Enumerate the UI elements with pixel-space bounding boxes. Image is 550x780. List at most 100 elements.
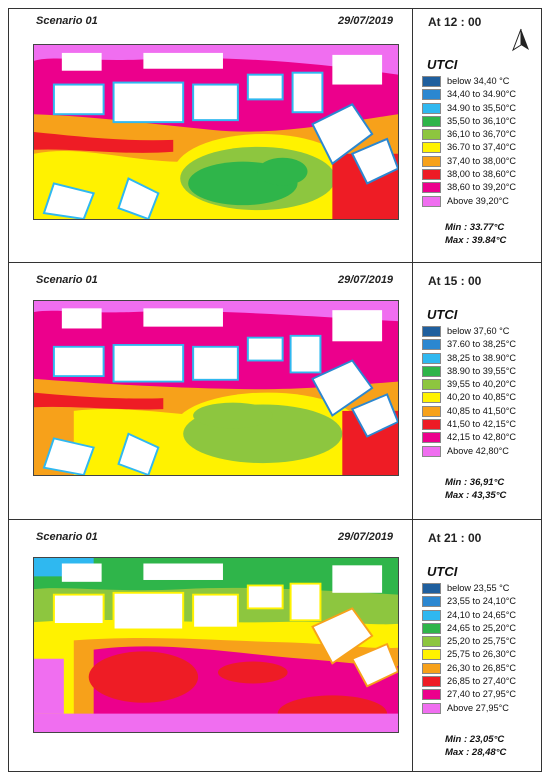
min-value: Min : 23,05°C: [445, 734, 505, 745]
column-divider: [412, 8, 413, 772]
legend-entry: 27,40 to 27,95°C: [422, 688, 542, 701]
legend-label: 37.60 to 38,25°C: [447, 339, 517, 350]
scenario-label: Scenario 01: [36, 274, 98, 286]
legend-swatch: [422, 445, 441, 457]
legend-label: 24,65 to 25,20°C: [447, 622, 517, 633]
legend-label: 34,40 to 34.90°C: [447, 89, 517, 100]
legend-entry: 42,15 to 42,80°C: [422, 431, 542, 444]
legend-label: 38,25 to 38.90°C: [447, 352, 517, 363]
legend-label: 40,85 to 41,50°C: [447, 405, 517, 416]
legend-entry: below 37,60 °C: [422, 325, 542, 338]
legend-label: 25,20 to 25,75°C: [447, 636, 517, 647]
legend-label: 26,85 to 27,40°C: [447, 676, 517, 687]
legend-swatch: [422, 182, 441, 194]
max-value: Max : 28,48°C: [445, 747, 507, 758]
legend-swatch: [422, 115, 441, 127]
legend-entry: 24,10 to 24,65°C: [422, 609, 542, 622]
legend-entry: 38,00 to 38,60°C: [422, 168, 542, 181]
min-value: Min : 36,91°C: [445, 477, 505, 488]
legend-entry: 41,50 to 42,15°C: [422, 418, 542, 431]
legend-entry: 34,40 to 34.90°C: [422, 88, 542, 101]
legend-label: Above 39,20°C: [447, 195, 509, 206]
max-value: Max : 43,35°C: [445, 490, 507, 501]
legend-21h: below 23,55 °C 23,55 to 24,10°C 24,10 to 2…: [422, 582, 542, 715]
scenario-label: Scenario 01: [36, 15, 98, 27]
legend-swatch: [422, 326, 441, 337]
legend-15h: below 37,60 °C 37.60 to 38,25°C 38,25 to 3…: [422, 325, 542, 458]
row-divider-2: [8, 519, 542, 520]
legend-entry: 24,65 to 25,20°C: [422, 622, 542, 635]
legend-entry: 23,55 to 24,10°C: [422, 595, 542, 608]
legend-entry: 39,55 to 40,20°C: [422, 378, 542, 391]
scenario-label: Scenario 01: [36, 531, 98, 543]
legend-entry: 35,50 to 36,10°C: [422, 115, 542, 128]
utci-map-15h: [33, 300, 399, 476]
utci-map-12h: [33, 44, 399, 220]
legend-entry: 40,20 to 40,85°C: [422, 391, 542, 404]
legend-swatch: [422, 583, 441, 594]
legend-swatch: [422, 169, 441, 181]
legend-label: 25,75 to 26,30°C: [447, 649, 517, 660]
legend-label: Above 42,80°C: [447, 445, 509, 456]
legend-swatch: [422, 432, 441, 444]
legend-label: below 37,60 °C: [447, 326, 510, 336]
legend-swatch: [422, 596, 441, 608]
legend-swatch: [422, 405, 441, 417]
legend-swatch: [422, 676, 441, 688]
legend-label: 39,55 to 40,20°C: [447, 379, 517, 390]
legend-entry: 40,85 to 41,50°C: [422, 405, 542, 418]
legend-swatch: [422, 89, 441, 101]
legend-entry: below 34,40 °C: [422, 75, 542, 88]
legend-label: 41,50 to 42,15°C: [447, 419, 517, 430]
legend-entry: Above 39,20°C: [422, 195, 542, 208]
max-value: Max : 39.84°C: [445, 235, 507, 246]
legend-swatch: [422, 702, 441, 714]
time-label: At 15 : 00: [428, 274, 482, 288]
legend-label: 34.90 to 35,50°C: [447, 102, 517, 113]
legend-swatch: [422, 689, 441, 701]
legend-entry: below 23,55 °C: [422, 582, 542, 595]
legend-entry: Above 27,95°C: [422, 702, 542, 715]
legend-entry: 26,30 to 26,85°C: [422, 662, 542, 675]
legend-label: 40,20 to 40,85°C: [447, 392, 517, 403]
legend-label: Above 27,95°C: [447, 702, 509, 713]
legend-entry: 38,25 to 38.90°C: [422, 352, 542, 365]
date-label: 29/07/2019: [338, 274, 394, 286]
legend-entry: 36.70 to 37,40°C: [422, 141, 542, 154]
legend-label: 36.70 to 37,40°C: [447, 142, 517, 153]
legend-swatch: [422, 129, 441, 141]
legend-label: 36,10 to 36,70°C: [447, 129, 517, 140]
legend-entry: 37.60 to 38,25°C: [422, 338, 542, 351]
north-arrow-icon: [512, 28, 529, 52]
legend-label: below 23,55 °C: [447, 583, 510, 593]
legend-entry: 38,60 to 39,20°C: [422, 181, 542, 194]
min-max-12h: Min : 33.77°C Max : 39.84°C: [445, 222, 506, 248]
legend-label: 24,10 to 24,65°C: [447, 609, 517, 620]
legend-swatch: [422, 155, 441, 167]
legend-entry: 25,20 to 25,75°C: [422, 635, 542, 648]
date-label: 29/07/2019: [338, 15, 394, 27]
legend-title: UTCI: [427, 57, 458, 72]
legend-title: UTCI: [427, 564, 458, 579]
legend-entry: Above 42,80°C: [422, 445, 542, 458]
legend-label: below 34,40 °C: [447, 76, 510, 86]
legend-entry: 25,75 to 26,30°C: [422, 648, 542, 661]
legend-label: 26,30 to 26,85°C: [447, 662, 517, 673]
legend-swatch: [422, 636, 441, 648]
legend-entry: 38.90 to 39,55°C: [422, 365, 542, 378]
legend-swatch: [422, 379, 441, 391]
legend-swatch: [422, 609, 441, 621]
legend-label: 37,40 to 38,00°C: [447, 155, 517, 166]
legend-label: 38.90 to 39,55°C: [447, 365, 517, 376]
date-label: 29/07/2019: [338, 531, 394, 543]
utci-map-21h: [33, 557, 399, 733]
legend-swatch: [422, 419, 441, 431]
min-value: Min : 33.77°C: [445, 222, 505, 233]
legend-label: 27,40 to 27,95°C: [447, 689, 517, 700]
min-max-15h: Min : 36,91°C Max : 43,35°C: [445, 477, 506, 503]
row-divider-1: [8, 262, 542, 263]
legend-title: UTCI: [427, 307, 458, 322]
legend-swatch: [422, 339, 441, 351]
legend-swatch: [422, 352, 441, 364]
legend-label: 23,55 to 24,10°C: [447, 596, 517, 607]
